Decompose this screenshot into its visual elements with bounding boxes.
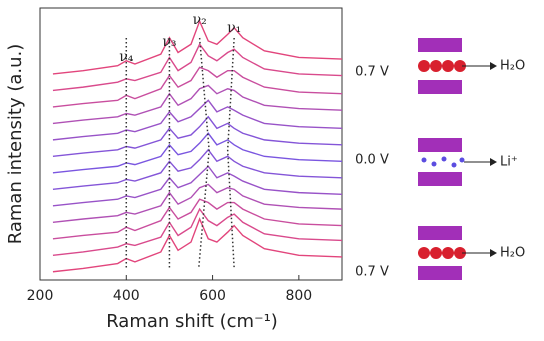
spectrum [52,207,343,256]
peak-guide [226,37,235,269]
spectrum [52,66,343,108]
sphere [418,60,430,72]
spectrum [52,132,343,174]
peak-label: ν₁ [227,20,241,36]
ion [459,157,465,163]
x-tick-label: 800 [285,288,312,304]
spectrum [52,148,343,191]
spectrum [52,165,343,207]
arrow-head [490,62,497,70]
ion [451,162,457,168]
x-tick-label: 200 [27,288,54,304]
icon-bottom [418,226,497,280]
block [418,226,462,240]
sphere [430,247,442,259]
ion [441,156,447,162]
voltage-label: 0.7 V [355,65,389,80]
sphere [442,60,454,72]
sphere [430,60,442,72]
arrow-head [490,158,497,166]
y-axis-title: Raman intensity (a.u.) [5,44,26,245]
ion [431,161,437,167]
peak-label: ν₄ [119,49,134,65]
x-axis-title: Raman shift (cm⁻¹) [106,311,278,332]
spectrum [52,217,343,273]
arrow-head [490,249,497,257]
species-label: H₂O [500,246,525,261]
spectrum [52,115,343,158]
sphere [454,247,466,259]
plot-frame [39,7,343,281]
icon-top [418,38,497,94]
block [418,172,462,186]
spectrum [52,84,343,125]
species-label: H₂O [500,59,525,74]
voltage-label: 0.0 V [355,153,389,168]
spectrum [52,183,343,223]
sphere [442,247,454,259]
peak-label: ν₂ [193,12,207,28]
x-tick-label: 600 [199,288,226,304]
block [418,138,462,152]
icon-middle [418,138,497,186]
voltage-label: 0.7 V [355,265,389,280]
sphere [454,60,466,72]
spectrum [52,42,343,92]
block [418,266,462,280]
spectrum [52,99,343,141]
species-label: Li⁺ [500,155,518,170]
sphere [418,247,430,259]
ion [421,157,427,163]
spectrum [52,19,343,75]
block [418,38,462,52]
x-tick-label: 400 [113,288,140,304]
peak-guide [198,37,210,269]
peak-label: ν₃ [162,34,176,50]
block [418,80,462,94]
spectrum [52,198,343,240]
